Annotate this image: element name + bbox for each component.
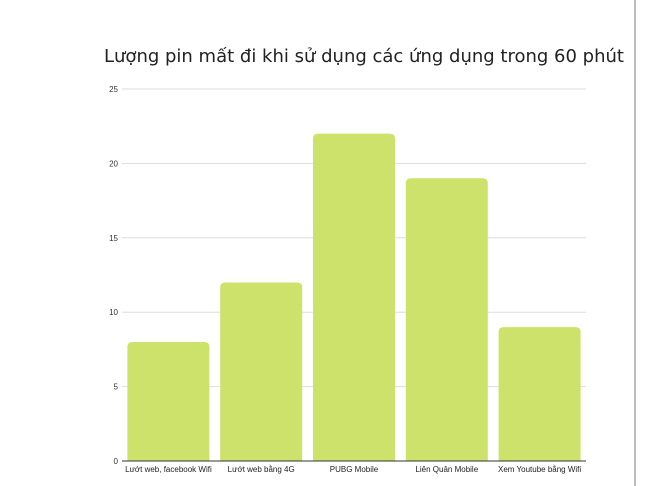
y-tick-label: 10 <box>109 308 118 317</box>
x-tick-label: Lướt web bằng 4G <box>228 465 295 474</box>
y-tick-label: 25 <box>109 85 118 94</box>
bar <box>405 178 488 461</box>
bar <box>220 282 303 461</box>
bar <box>313 133 395 461</box>
page-edge-divider <box>634 0 636 486</box>
chart-title: Lượng pin mất đi khi sử dụng các ứng dụn… <box>104 46 624 67</box>
bar <box>127 341 210 461</box>
x-tick-label: Xem Youtube bằng Wifi <box>498 465 581 474</box>
bars <box>127 133 581 461</box>
x-tick-label: Liên Quân Mobile <box>415 465 478 474</box>
y-tick-label: 15 <box>109 234 118 243</box>
y-tick-label: 0 <box>114 457 119 466</box>
bar <box>498 327 581 461</box>
y-tick-label: 5 <box>114 383 119 392</box>
x-tick-label: PUBG Mobile <box>330 465 379 474</box>
labels: 0 5 10 15 20 25 Lướt web, facebook Wifi Lướt we… <box>109 85 581 474</box>
x-tick-label: Lướt web, facebook Wifi <box>125 465 212 474</box>
y-tick-label: 20 <box>109 159 118 168</box>
